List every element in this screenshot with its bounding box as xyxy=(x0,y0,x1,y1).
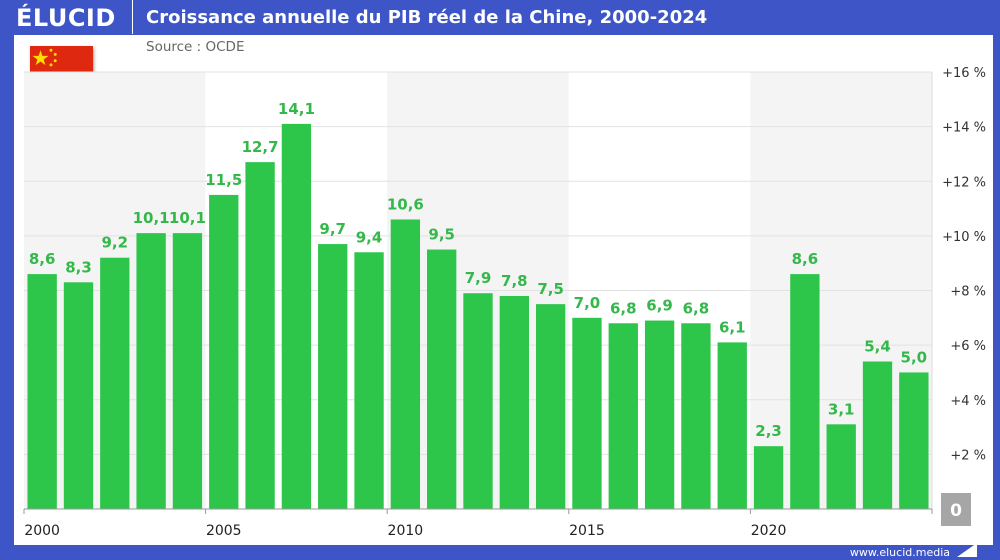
data-label: 7,5 xyxy=(537,280,564,298)
bar-2016 xyxy=(608,323,638,509)
data-label: 10,1 xyxy=(169,209,206,227)
data-label: 11,5 xyxy=(205,171,242,189)
x-tick-label: 2010 xyxy=(388,523,424,539)
header: ÉLUCID Croissance annuelle du PIB réel d… xyxy=(0,0,1000,35)
bar-2010 xyxy=(390,219,421,510)
bar-2005 xyxy=(209,194,239,509)
data-label: 9,4 xyxy=(356,228,383,246)
data-label: 6,1 xyxy=(719,318,746,336)
y-tick-label: +2 % xyxy=(950,448,986,463)
y-tick-label: +6 % xyxy=(950,339,986,354)
bar-2023 xyxy=(862,361,893,509)
bar-2018 xyxy=(681,323,711,509)
data-label: 12,7 xyxy=(242,138,279,156)
data-label: 8,6 xyxy=(792,250,819,268)
data-label: 10,6 xyxy=(387,195,424,213)
bar-2011 xyxy=(427,249,457,509)
bar-2017 xyxy=(644,320,675,509)
data-label: 3,1 xyxy=(828,400,855,418)
data-label: 14,1 xyxy=(278,100,315,118)
x-tick-label: 2005 xyxy=(206,523,242,539)
x-tick-label: 2015 xyxy=(569,523,605,539)
bar-2014 xyxy=(535,304,566,509)
zero-badge xyxy=(941,493,971,526)
y-tick-label: +12 % xyxy=(942,175,986,190)
data-label: 6,8 xyxy=(610,299,637,317)
source-text: Source : OCDE xyxy=(146,39,245,55)
data-label: 9,7 xyxy=(319,220,346,238)
bar-2022 xyxy=(826,424,856,509)
x-tick-label: 2020 xyxy=(751,523,787,539)
bar-2020 xyxy=(753,446,784,509)
zero-label: 0 xyxy=(950,501,962,521)
elucid-mark-icon xyxy=(957,543,977,557)
bar-2019 xyxy=(717,342,747,509)
data-label: 6,8 xyxy=(683,299,710,317)
bar-2002 xyxy=(100,257,130,509)
data-label: 10,1 xyxy=(133,209,170,227)
data-label: 9,5 xyxy=(428,226,455,244)
bar-2021 xyxy=(790,274,820,509)
bar-2009 xyxy=(354,252,384,509)
data-label: 8,3 xyxy=(65,258,92,276)
y-tick-label: +4 % xyxy=(950,394,986,409)
data-label: 9,2 xyxy=(102,234,129,252)
bar-2001 xyxy=(63,282,94,509)
bar-2015 xyxy=(572,317,602,509)
data-label: 2,3 xyxy=(755,422,782,440)
footer-url[interactable]: www.elucid.media xyxy=(849,546,950,559)
header-divider xyxy=(132,0,133,34)
bar-2004 xyxy=(172,233,203,510)
data-label: 7,0 xyxy=(574,294,601,312)
data-label: 6,9 xyxy=(646,297,673,315)
data-label: 7,9 xyxy=(465,269,492,287)
y-tick-label: +14 % xyxy=(942,121,986,136)
chart-title: Croissance annuelle du PIB réel de la Ch… xyxy=(146,7,708,28)
bar-2008 xyxy=(318,244,348,509)
x-tick-label: 2000 xyxy=(24,523,60,539)
bar-2024 xyxy=(899,372,929,509)
y-tick-label: +16 % xyxy=(942,66,986,81)
data-label: 5,4 xyxy=(864,338,891,356)
elucid-logo: ÉLUCID xyxy=(16,4,116,32)
data-label: 5,0 xyxy=(901,348,928,366)
bar-2003 xyxy=(136,233,166,510)
bar-2006 xyxy=(245,162,275,509)
bar-2012 xyxy=(463,293,493,509)
bar-2013 xyxy=(499,295,529,509)
y-tick-label: +8 % xyxy=(950,285,986,300)
data-label: 8,6 xyxy=(29,250,56,268)
data-label: 7,8 xyxy=(501,272,528,290)
bar-2007 xyxy=(281,123,312,510)
y-tick-label: +10 % xyxy=(942,230,986,245)
bar-2000 xyxy=(27,274,57,509)
